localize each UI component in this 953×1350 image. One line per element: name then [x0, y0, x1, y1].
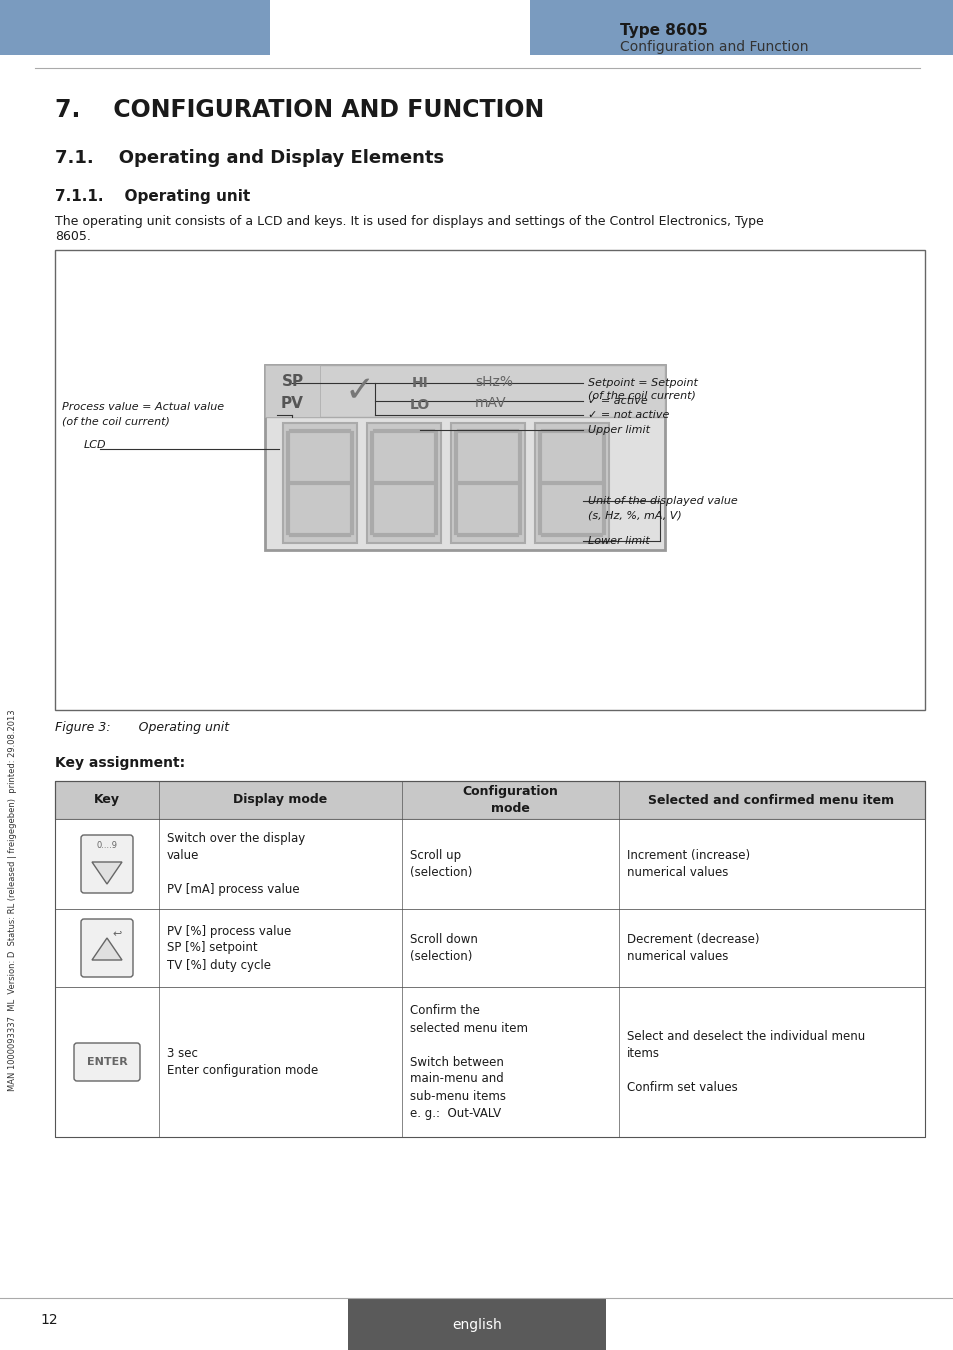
Text: Key: Key — [94, 794, 120, 806]
Text: Increment (increase)
numerical values: Increment (increase) numerical values — [626, 849, 749, 879]
FancyBboxPatch shape — [81, 836, 132, 892]
Bar — [0, 0, 270, 55]
Text: 12: 12 — [40, 1314, 57, 1327]
Text: LO: LO — [410, 398, 430, 412]
Text: 0....9: 0....9 — [96, 841, 117, 850]
Text: FLUID CONTROL SYSTEMS: FLUID CONTROL SYSTEMS — [152, 47, 233, 53]
Text: sHz%: sHz% — [475, 375, 513, 389]
Bar — [55, 909, 924, 987]
Text: Figure 3:       Operating unit: Figure 3: Operating unit — [55, 721, 229, 734]
Text: Confirm the
selected menu item

Switch between
main-menu and
sub-menu items
e. g: Confirm the selected menu item Switch be… — [410, 1004, 527, 1119]
Bar — [55, 782, 924, 819]
FancyBboxPatch shape — [81, 919, 132, 977]
Text: 3 sec
Enter configuration mode: 3 sec Enter configuration mode — [167, 1048, 318, 1077]
Bar — [535, 423, 608, 543]
Text: Lower limit: Lower limit — [587, 536, 649, 545]
Text: 7.1.1.    Operating unit: 7.1.1. Operating unit — [55, 189, 250, 204]
Bar — [451, 423, 524, 543]
Text: Process value = Actual value: Process value = Actual value — [62, 402, 224, 412]
Text: The operating unit consists of a LCD and keys. It is used for displays and setti: The operating unit consists of a LCD and… — [55, 216, 763, 228]
Bar — [265, 364, 664, 417]
Text: Upper limit: Upper limit — [587, 425, 649, 435]
Text: Configuration and Function: Configuration and Function — [619, 40, 807, 54]
Text: Unit of the displayed value: Unit of the displayed value — [587, 495, 737, 506]
Text: 7.1.    Operating and Display Elements: 7.1. Operating and Display Elements — [55, 148, 444, 167]
Bar — [55, 782, 924, 1137]
Text: LCD: LCD — [84, 440, 107, 450]
Text: (of the coil current): (of the coil current) — [62, 416, 170, 427]
Text: bürkert: bürkert — [149, 27, 237, 47]
Text: Type 8605: Type 8605 — [619, 23, 707, 38]
Text: (of the coil current): (of the coil current) — [587, 392, 695, 401]
Text: ✓ = active: ✓ = active — [587, 396, 647, 406]
Polygon shape — [91, 863, 122, 884]
Text: Scroll down
(selection): Scroll down (selection) — [410, 933, 477, 963]
Polygon shape — [91, 938, 122, 960]
Text: SP: SP — [281, 374, 303, 389]
Text: (s, Hz, %, mA, V): (s, Hz, %, mA, V) — [587, 510, 681, 520]
Bar — [55, 819, 924, 909]
Text: ENTER: ENTER — [87, 1057, 128, 1066]
Text: Select and deselect the individual menu
items

Confirm set values: Select and deselect the individual menu … — [626, 1030, 864, 1094]
Text: HI: HI — [411, 377, 428, 390]
Bar — [265, 364, 664, 549]
Bar — [348, 1297, 605, 1350]
Text: PV [%] process value
SP [%] setpoint
TV [%] duty cycle: PV [%] process value SP [%] setpoint TV … — [167, 925, 291, 972]
Text: english: english — [452, 1318, 501, 1332]
Text: 8605.: 8605. — [55, 230, 91, 243]
Text: Scroll up
(selection): Scroll up (selection) — [410, 849, 472, 879]
Text: Setpoint = Setpoint: Setpoint = Setpoint — [587, 378, 698, 387]
Text: 7.    CONFIGURATION AND FUNCTION: 7. CONFIGURATION AND FUNCTION — [55, 99, 543, 122]
Text: Key assignment:: Key assignment: — [55, 756, 185, 770]
Text: Switch over the display
value

PV [mA] process value: Switch over the display value PV [mA] pr… — [167, 832, 305, 896]
Bar — [265, 364, 319, 417]
Text: Configuration
mode: Configuration mode — [462, 786, 558, 814]
Text: Selected and confirmed menu item: Selected and confirmed menu item — [647, 794, 893, 806]
FancyBboxPatch shape — [74, 1044, 140, 1081]
Text: MAN 1000093337  ML  Version: D  Status: RL (released | freigegeben)  printed: 29: MAN 1000093337 ML Version: D Status: RL … — [9, 709, 17, 1091]
Text: mAV: mAV — [475, 396, 506, 410]
Text: ✓: ✓ — [345, 374, 375, 408]
Bar — [530, 0, 953, 55]
Text: Display mode: Display mode — [233, 794, 327, 806]
Bar — [55, 987, 924, 1137]
Text: PV: PV — [281, 396, 304, 410]
Text: Decrement (decrease)
numerical values: Decrement (decrease) numerical values — [626, 933, 759, 963]
Bar — [367, 423, 440, 543]
Text: ↩: ↩ — [112, 927, 122, 938]
Text: ✓ = not active: ✓ = not active — [587, 410, 669, 420]
Bar — [55, 250, 924, 710]
Bar — [283, 423, 356, 543]
